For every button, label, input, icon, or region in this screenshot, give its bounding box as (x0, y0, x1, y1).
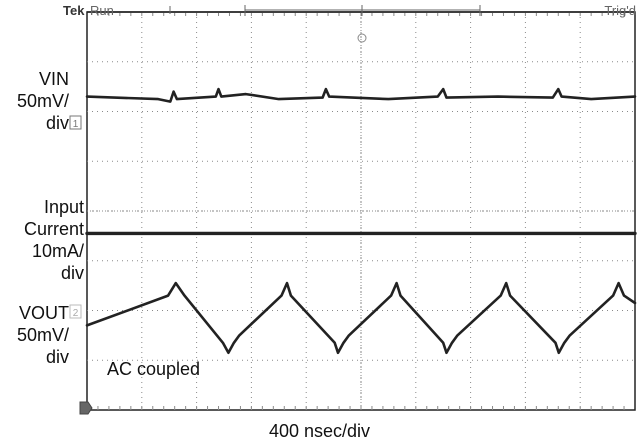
iin-label-line: div (60, 263, 84, 283)
graticule-grid (87, 12, 635, 410)
record-length-indicator (169, 5, 481, 16)
vout-label-line: VOUT (18, 303, 69, 323)
header-bar: Tek Run Trig'd (63, 4, 638, 20)
iin-label-line: Current (23, 219, 84, 239)
timebase-label: 400 nsec/div (268, 421, 371, 441)
channel-2-marker: 2 (69, 304, 82, 319)
input-current-channel-label: Input Current 10mA/ div (0, 196, 84, 284)
vin-label-line: VIN (38, 69, 69, 89)
iin-label-line: Input (43, 197, 84, 217)
channel-2-marker-label: 2 (73, 308, 79, 319)
acquisition-state: Run (90, 3, 114, 18)
vout-label-line: 50mV/ (16, 325, 69, 345)
ground-marker-icon (79, 401, 93, 415)
waveform-traces (85, 87, 637, 355)
vout-trace (85, 281, 637, 355)
trigger-status: Trig'd (604, 3, 636, 18)
channel-1-marker: 1 (69, 115, 82, 130)
vin-label-line: div (45, 113, 69, 133)
channel-1-marker-label: 1 (73, 119, 79, 130)
vout-label-line: div (45, 347, 69, 367)
brand-label: Tek (63, 3, 85, 18)
iin-label-line: 10mA/ (31, 241, 84, 261)
vin-label-line: 50mV/ (16, 91, 69, 111)
coupling-annotation: AC coupled (107, 359, 201, 379)
trigger-position-icon (357, 33, 367, 43)
vin-trace (85, 87, 637, 103)
vout-channel-label: VOUT 50mV/ div (0, 302, 69, 368)
vin-channel-label: VIN 50mV/ div (0, 68, 69, 134)
